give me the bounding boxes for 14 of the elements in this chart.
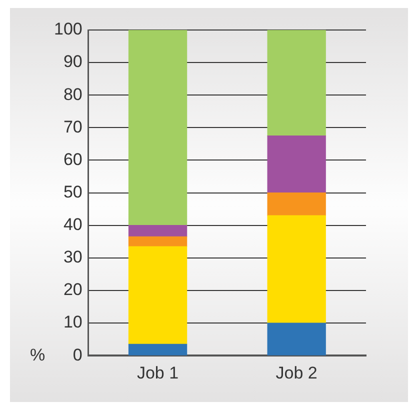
y-tick-label: 90	[63, 52, 82, 72]
y-tick-label: 60	[63, 150, 82, 169]
y-tick-label: 100	[54, 20, 82, 39]
y-tick-label: 80	[63, 84, 82, 104]
y-tick-label: 20	[63, 280, 82, 300]
y-tick-label: 70	[63, 117, 82, 136]
x-tick-label: Job 2	[276, 363, 318, 382]
y-tick-label: 30	[63, 248, 82, 267]
y-tick-label: 50	[63, 182, 82, 202]
y-tick-label: 10	[63, 312, 82, 332]
y-tick-label: 0	[72, 345, 82, 364]
x-tick-label: Job 1	[136, 363, 179, 382]
y-axis-title: %	[30, 345, 46, 364]
y-tick-label: 40	[63, 215, 82, 234]
